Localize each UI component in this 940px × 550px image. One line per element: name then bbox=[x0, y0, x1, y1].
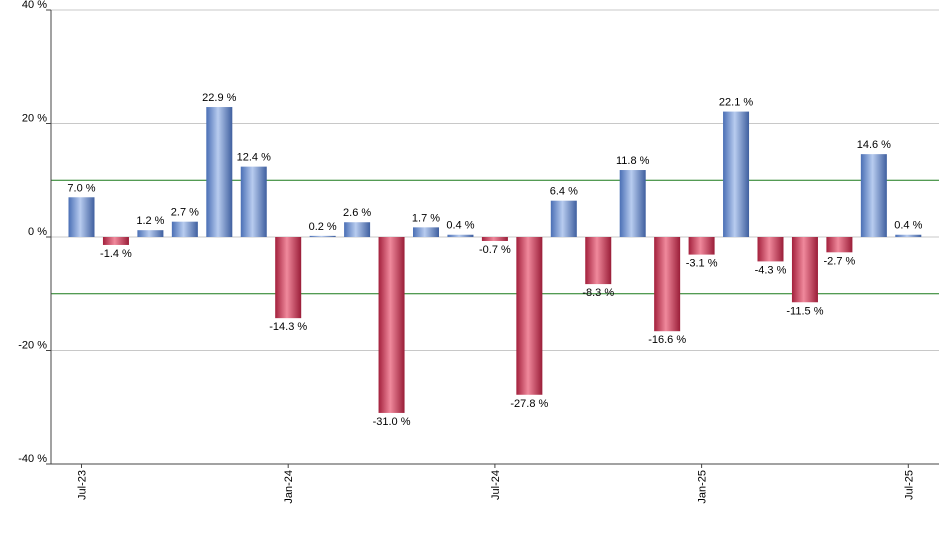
bar bbox=[654, 237, 681, 332]
bar bbox=[68, 197, 95, 237]
bar bbox=[309, 235, 336, 237]
bar bbox=[895, 234, 922, 237]
bar bbox=[619, 170, 646, 237]
data-label: 14.6 % bbox=[857, 139, 891, 151]
bar bbox=[413, 227, 439, 237]
data-label: 2.7 % bbox=[171, 207, 199, 219]
y-tick-label: -20 % bbox=[18, 340, 47, 352]
bar bbox=[757, 237, 784, 262]
data-label: 7.0 % bbox=[67, 182, 95, 194]
data-label: 2.6 % bbox=[343, 207, 371, 219]
bar bbox=[447, 234, 474, 237]
bar bbox=[344, 222, 371, 237]
bar bbox=[206, 107, 233, 237]
bar bbox=[688, 237, 715, 255]
y-tick-label: 40 % bbox=[22, 0, 47, 11]
data-label: -1.4 % bbox=[100, 248, 132, 260]
bar bbox=[723, 111, 750, 237]
axes: 40 % 20 % 0 % -20 % -40 % Jul-23 Jan-24 Jul-24 J… bbox=[18, 0, 939, 504]
data-label: -2.7 % bbox=[824, 255, 856, 267]
y-tick-label: -40 % bbox=[18, 453, 47, 465]
bar bbox=[791, 237, 818, 303]
x-tick-label: Jul-25 bbox=[903, 470, 915, 500]
bar bbox=[378, 237, 405, 413]
bar bbox=[171, 221, 198, 237]
x-tick-label: Jan-25 bbox=[697, 470, 709, 504]
bars bbox=[68, 107, 922, 413]
bar bbox=[550, 200, 577, 237]
data-label: 1.2 % bbox=[136, 215, 164, 227]
bar bbox=[826, 237, 853, 253]
y-tick-label: 20 % bbox=[22, 113, 47, 125]
data-label: -16.6 % bbox=[648, 334, 686, 346]
data-label: 11.8 % bbox=[616, 155, 650, 167]
data-label: 1.7 % bbox=[412, 212, 440, 224]
data-label: 12.4 % bbox=[237, 152, 271, 164]
bar bbox=[516, 237, 543, 395]
data-label: -0.7 % bbox=[479, 244, 511, 256]
data-label: -14.3 % bbox=[269, 321, 307, 333]
data-label: 0.4 % bbox=[894, 220, 922, 232]
data-label: -27.8 % bbox=[510, 398, 548, 410]
bar bbox=[275, 237, 302, 319]
bar bbox=[102, 237, 129, 245]
data-label: 6.4 % bbox=[550, 186, 578, 198]
bar bbox=[240, 166, 267, 237]
data-label: -31.0 % bbox=[373, 416, 411, 428]
data-label: -8.3 % bbox=[582, 287, 614, 299]
data-label: 0.4 % bbox=[446, 220, 474, 232]
bar bbox=[481, 237, 508, 241]
data-label: -4.3 % bbox=[755, 264, 787, 276]
data-label: -11.5 % bbox=[786, 305, 823, 317]
data-label: -3.1 % bbox=[686, 258, 718, 270]
x-tick-label: Jul-23 bbox=[77, 470, 89, 500]
y-tick-label: 0 % bbox=[28, 226, 47, 238]
bar bbox=[137, 230, 164, 237]
data-label: 22.9 % bbox=[202, 92, 236, 104]
x-tick-label: Jul-24 bbox=[490, 470, 502, 500]
data-label: 22.1 % bbox=[719, 97, 753, 109]
x-tick-label: Jan-24 bbox=[283, 470, 295, 504]
bar bbox=[860, 154, 887, 237]
bar bbox=[585, 237, 612, 285]
data-label: 0.2 % bbox=[309, 221, 337, 233]
data-labels: 7.0 % -1.4 % 1.2 % 2.7 % 22.9 % 12.4 % -14.3 %… bbox=[67, 92, 922, 428]
